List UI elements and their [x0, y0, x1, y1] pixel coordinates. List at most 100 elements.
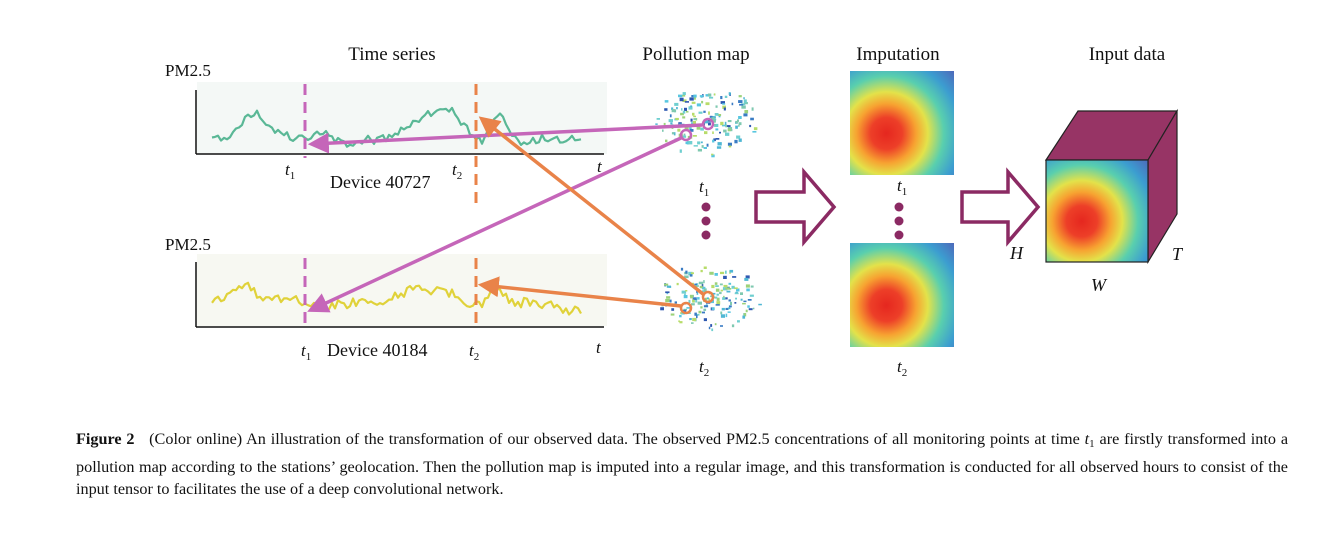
map-station-dot	[737, 119, 739, 122]
map-station-dot	[678, 320, 680, 323]
map-station-dot	[737, 125, 740, 127]
map-station-dot	[712, 139, 715, 143]
map-station-dot	[671, 308, 675, 311]
map-station-dot	[734, 292, 739, 295]
map-station-dot	[722, 124, 726, 127]
map-station-dot	[692, 135, 697, 137]
top-t2-label: t2	[452, 160, 462, 182]
map-station-dot	[688, 299, 691, 304]
map-station-dot	[671, 107, 674, 110]
map-station-dot	[740, 298, 743, 301]
map-station-dot	[717, 142, 722, 146]
map-station-dot	[685, 141, 690, 145]
bottom-axis-end-label: t	[596, 338, 602, 357]
map-station-dot	[700, 141, 703, 144]
map-station-dot	[684, 101, 689, 103]
map-station-dot	[712, 292, 716, 295]
map-station-dot	[670, 122, 673, 125]
map-station-dot	[684, 107, 687, 111]
map-station-dot	[679, 149, 682, 153]
map-station-dot	[676, 282, 679, 286]
map-station-dot	[721, 307, 725, 311]
imputation-ellipsis-dots	[894, 202, 904, 240]
map-station-dot	[738, 100, 743, 103]
figure-illustration: Time series Pollution map Imputation Inp…	[165, 44, 1184, 379]
map-station-dot	[743, 102, 748, 105]
map-station-dot	[682, 110, 686, 114]
map-station-dot	[703, 110, 706, 113]
map-station-dot	[735, 120, 738, 124]
map-station-dot	[706, 143, 709, 147]
map-station-dot	[693, 118, 697, 121]
map-station-dot	[691, 122, 694, 125]
map-t2-label: t2	[699, 357, 709, 379]
map-station-dot	[669, 299, 672, 303]
map-station-dot	[697, 148, 702, 152]
map-station-dot	[705, 297, 708, 301]
map-station-dot	[665, 298, 670, 303]
map-station-dot	[678, 94, 683, 98]
map-station-dot	[675, 117, 679, 121]
cube-t-label: T	[1172, 244, 1184, 264]
map-station-dot	[685, 270, 688, 274]
panel-title-pollution-map: Pollution map	[642, 44, 749, 65]
map-station-dot	[743, 313, 747, 317]
bottom-series-ylabel: PM2.5	[165, 235, 211, 254]
figure-caption: Figure 2 (Color online) An illustration …	[76, 428, 1288, 501]
map-station-dot	[703, 318, 707, 322]
map-station-dot	[664, 100, 669, 103]
map-station-dot	[738, 95, 742, 98]
map-station-dot	[715, 138, 720, 140]
map-station-dot	[720, 311, 723, 315]
map-t1-label: t1	[699, 177, 709, 199]
caption-var-sub: 1	[1089, 438, 1095, 450]
map-station-dot	[745, 309, 748, 313]
map-station-dot	[690, 295, 693, 299]
imputation-heatmap-t1	[850, 71, 954, 175]
map-station-dot	[738, 138, 742, 142]
map-station-dot	[727, 128, 731, 132]
map-station-dot	[688, 271, 693, 276]
map-station-dot	[688, 141, 693, 145]
map-station-dot	[671, 132, 675, 135]
map-station-dot	[673, 132, 676, 136]
map-station-dot	[715, 105, 718, 108]
map-station-dot	[736, 289, 740, 292]
map-station-dot	[714, 113, 719, 116]
map-station-dot	[725, 124, 728, 128]
map-station-dot	[728, 282, 732, 285]
map-station-dot	[720, 289, 723, 292]
map-station-dot	[697, 301, 702, 305]
map-station-dot	[734, 302, 737, 304]
top-device-label: Device 40727	[330, 172, 430, 192]
map-station-dot	[688, 106, 693, 110]
bottom-series-line	[211, 281, 582, 316]
top-t1-label: t1	[285, 160, 295, 182]
map-station-dot	[723, 129, 727, 133]
cube-front-heatmap	[1045, 159, 1149, 263]
map-station-dot	[727, 127, 733, 130]
map-station-dot	[742, 302, 746, 305]
map-station-dot	[725, 287, 730, 290]
map-station-dot	[728, 299, 731, 302]
map-station-dot	[668, 119, 673, 123]
map-station-dot	[725, 313, 728, 318]
map-station-dot	[683, 308, 687, 311]
map-station-dot	[692, 120, 696, 124]
map-station-dot	[715, 288, 720, 292]
map-station-dot	[713, 119, 716, 123]
map-station-dot	[699, 95, 704, 97]
map-station-dot	[703, 280, 705, 284]
map-station-dot	[715, 304, 720, 306]
map-station-dot	[719, 131, 721, 134]
map-station-dot	[728, 305, 732, 308]
map-station-dot	[682, 92, 686, 95]
map-station-dot	[696, 292, 699, 295]
map-station-dot	[709, 115, 713, 118]
arrow-t2-to-top-series	[478, 116, 705, 296]
map-station-dot	[680, 267, 684, 271]
map-station-dot	[682, 309, 687, 313]
arrow-t1-to-bottom-series	[307, 136, 682, 313]
caption-var: t	[1084, 430, 1090, 448]
map-station-dot	[738, 116, 742, 119]
